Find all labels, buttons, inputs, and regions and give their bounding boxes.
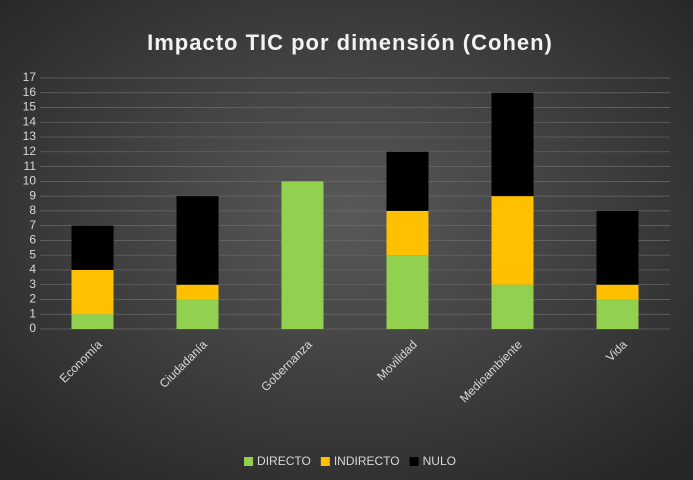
y-tick-label: 8 — [29, 203, 36, 217]
y-tick-label: 1 — [29, 306, 36, 320]
legend-swatch — [244, 457, 254, 466]
chart-title: Impacto TIC por dimensión (Cohen) — [147, 30, 553, 55]
y-tick-label: 9 — [29, 188, 36, 202]
legend-label: DIRECTO — [257, 454, 311, 468]
bar-segment — [281, 181, 324, 329]
legend-swatch — [409, 457, 419, 466]
y-tick-label: 2 — [29, 292, 36, 306]
bar-segment — [71, 225, 114, 270]
y-tick-label: 14 — [23, 114, 37, 128]
bar-segment — [491, 92, 534, 197]
bar-segment — [386, 151, 429, 211]
legend-label: NULO — [423, 454, 456, 468]
bar-segment — [71, 269, 114, 315]
legend-label: INDIRECTO — [334, 454, 400, 468]
y-tick-label: 0 — [29, 321, 36, 335]
y-tick-label: 10 — [23, 174, 37, 188]
bar-segment — [176, 299, 219, 329]
bar-segment — [596, 210, 639, 285]
bar-segment — [596, 284, 639, 300]
y-tick-label: 16 — [23, 85, 37, 99]
bar-segment — [491, 196, 534, 285]
y-tick-label: 17 — [23, 70, 37, 84]
bar-segment — [386, 210, 429, 256]
legend-swatch — [320, 457, 330, 466]
y-tick-label: 3 — [29, 277, 36, 291]
y-tick-label: 6 — [29, 233, 36, 247]
bar-segment — [491, 284, 534, 329]
y-tick-label: 7 — [29, 218, 36, 232]
y-tick-label: 12 — [23, 144, 37, 158]
y-tick-label: 5 — [29, 247, 36, 261]
bar-segment — [386, 255, 429, 329]
bar-segment — [176, 196, 219, 285]
bar-segment — [176, 284, 219, 300]
bar-segment — [71, 314, 114, 329]
y-tick-label: 15 — [23, 100, 37, 114]
y-tick-label: 13 — [23, 129, 37, 143]
y-tick-label: 4 — [29, 262, 36, 276]
y-tick-label: 11 — [24, 159, 37, 173]
bar-segment — [596, 299, 639, 329]
